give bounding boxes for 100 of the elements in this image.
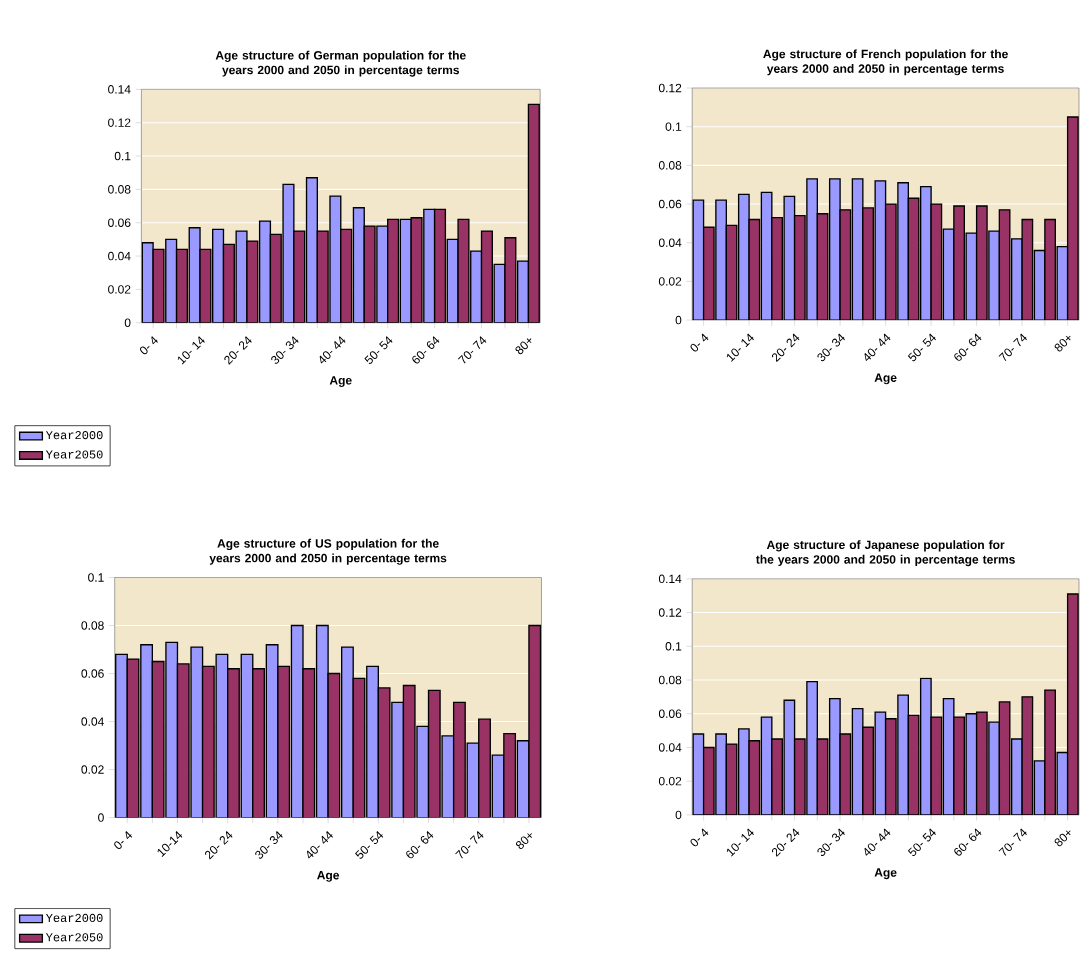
chart-title: Age structure of Japanese population for the years 2000 and 2050 in percentage terms (755, 540, 1015, 566)
x-tick-label: 20- 24 (771, 828, 800, 857)
y-tick-label: 0 (675, 315, 682, 325)
legend-label: Year2050 (45, 933, 103, 942)
y-tick-label: 0 (98, 813, 104, 822)
y-tick-label: 0 (124, 318, 131, 327)
bar (269, 233, 282, 323)
y-tick-label: 0.04 (81, 717, 104, 726)
bar (423, 208, 436, 323)
chart-title: Age structure of French population for the years 2000 and 2050 in percentage terms (763, 49, 1008, 76)
bar (258, 220, 272, 323)
y-tick-label: 0.08 (81, 621, 104, 630)
y-tick-label: 0.08 (658, 675, 682, 685)
chart-title: Age structure of US population for the years 2000 and 2050 in percentage terms (209, 538, 447, 565)
y-tick-label: 0.06 (658, 199, 682, 209)
x-tick-label: 60- 64 (954, 828, 982, 856)
bar (340, 646, 354, 818)
x-tick-label: 30- 34 (817, 828, 845, 856)
x-tick-label: 40- 44 (864, 333, 891, 361)
x-tick-label: 50- 54 (907, 828, 936, 856)
bar (480, 230, 493, 323)
y-tick-label: 0.1 (665, 641, 682, 651)
bar (176, 249, 188, 323)
bar (478, 718, 491, 818)
x-tick-label: 80+ (515, 833, 532, 849)
x-tick-label: 80+ (1054, 335, 1071, 352)
y-tick-label: 0.06 (81, 669, 104, 678)
bar (452, 701, 466, 818)
y-tick-label: 0.04 (658, 238, 682, 247)
bar (352, 206, 365, 323)
x-tick-label: 50- 54 (907, 333, 936, 362)
x-tick-label: 20- 24 (771, 333, 800, 362)
y-tick-label: 0.06 (658, 709, 682, 718)
legend-label: Year2000 (45, 913, 103, 922)
x-tick-label: 60- 64 (406, 830, 434, 859)
bar (340, 228, 353, 323)
x-tick-label: 80+ (1054, 830, 1071, 847)
x-tick-label: 30- 34 (271, 336, 299, 364)
x-tick-label: 50- 54 (355, 830, 384, 859)
x-tick-label: 60- 64 (954, 333, 982, 361)
x-tick-label: 70- 74 (455, 830, 484, 859)
y-tick-label: 0.02 (658, 776, 682, 786)
y-tick-label: 0.1 (88, 573, 104, 582)
x-tick-label: 20- 24 (205, 830, 233, 860)
bar (527, 103, 540, 323)
bar (433, 208, 447, 323)
chart-title: Age structure of German population for the years 2000 and 2050 in percentage terms (215, 50, 466, 77)
y-tick-label: 0.1 (114, 151, 131, 161)
bar (470, 250, 483, 323)
y-tick-label: 0.12 (658, 83, 682, 93)
x-tick-label: 70- 74 (457, 336, 487, 364)
legend-label: Year2000 (45, 430, 103, 440)
x-axis-title: Age (329, 376, 352, 387)
y-tick-label: 0.12 (108, 118, 131, 127)
bar (366, 665, 379, 818)
y-tick-label: 0.1 (665, 122, 682, 131)
bar (516, 260, 530, 323)
x-tick-label: 20- 24 (224, 336, 252, 365)
x-tick-label: 50- 54 (364, 336, 393, 364)
x-tick-label: 60- 64 (412, 336, 440, 364)
x-tick-label: 30- 34 (255, 830, 283, 859)
y-tick-label: 0.14 (108, 84, 131, 94)
y-tick-label: 0.04 (658, 743, 682, 752)
y-tick-label: 0.14 (658, 574, 682, 583)
x-axis-title: Age (317, 870, 340, 882)
bar (252, 667, 265, 818)
bar (387, 218, 400, 323)
x-tick-label: 0- 4 (114, 830, 133, 849)
bar (165, 239, 177, 323)
legend-label: Year2050 (45, 450, 103, 459)
x-tick-label: 70- 74 (998, 333, 1027, 361)
y-tick-label: 0.04 (108, 251, 131, 261)
x-tick-label: 10- 14 (726, 828, 754, 857)
x-tick-label: 40- 44 (864, 828, 891, 856)
x-tick-label: 0- 4 (690, 828, 709, 847)
x-tick-label: 40- 44 (306, 830, 333, 859)
x-tick-label: 80+ (515, 338, 532, 355)
y-tick-label: 0.08 (108, 184, 131, 194)
y-tick-label: 0.02 (108, 285, 131, 294)
x-axis-title: Age (874, 868, 897, 880)
x-tick-label: 10- 14 (177, 336, 205, 365)
bar (227, 667, 240, 818)
bar (212, 228, 225, 323)
x-tick-label: 40- 44 (319, 336, 346, 364)
y-tick-label: 0.02 (81, 765, 104, 774)
y-tick-label: 0.12 (658, 608, 682, 617)
x-tick-label: 0- 4 (140, 336, 158, 355)
bar (140, 643, 154, 818)
bar (305, 176, 318, 323)
y-tick-label: 0 (675, 810, 682, 820)
y-tick-label: 0.08 (658, 160, 682, 170)
x-tick-label: 10- 14 (726, 333, 754, 362)
x-tick-label: 0- 4 (690, 333, 709, 352)
x-axis-title: Age (874, 373, 897, 385)
y-tick-label: 0.06 (108, 218, 131, 227)
bar (115, 654, 128, 818)
bar (222, 243, 235, 323)
x-tick-label: 70- 74 (998, 828, 1027, 856)
x-tick-label: 30- 34 (817, 333, 845, 362)
y-tick-label: 0.02 (658, 277, 682, 286)
